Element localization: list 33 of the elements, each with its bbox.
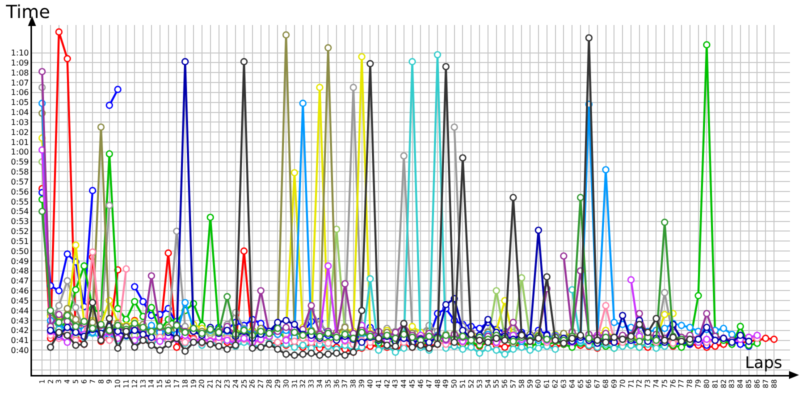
y-tick-label: 0:57 [10,177,29,186]
y-tick-label: 1:09 [10,58,29,68]
y-tick-label: 0:51 [10,236,29,246]
y-tick-label: 0:47 [10,276,29,286]
y-tick-label: 0:56 [10,187,29,196]
y-tick-label: 1:02 [10,128,29,137]
y-tick-label: 0:49 [10,256,29,266]
y-tick-label: 1:06 [10,88,29,98]
y-tick-label: 0:41 [10,336,29,346]
y-tick-label: 0:40 [10,346,29,356]
y-tick-label: 0:44 [10,306,29,316]
y-tick-label: 0:54 [10,207,29,216]
y-tick-label: 0:43 [10,316,29,326]
y-tick-label: 1:08 [10,68,29,78]
y-tick-label: 0:52 [10,227,29,236]
y-tick-label: 1:03 [10,118,29,127]
y-tick-label: 0:46 [10,286,29,296]
y-tick-label: 0:50 [10,246,29,256]
y-tick-label: 0:45 [10,296,29,306]
y-axis-title: Time [5,2,50,23]
y-tick-label: 0:59 [10,158,29,167]
y-tick-label: 0:58 [10,168,29,177]
y-tick-label: 0:42 [10,326,29,336]
y-tick-label: 1:00 [10,148,29,157]
y-tick-label: 1:01 [10,138,29,147]
y-tick-label: 1:04 [10,108,29,118]
y-tick-label: 1:07 [10,78,29,88]
y-tick-label: 1:05 [10,98,29,108]
x-axis-title: Laps [745,353,782,372]
y-tick-label: 0:53 [10,217,29,226]
y-tick-label: 0:48 [10,266,29,276]
y-tick-label: 0:55 [10,197,29,206]
y-tick-label: 1:10 [10,48,29,58]
